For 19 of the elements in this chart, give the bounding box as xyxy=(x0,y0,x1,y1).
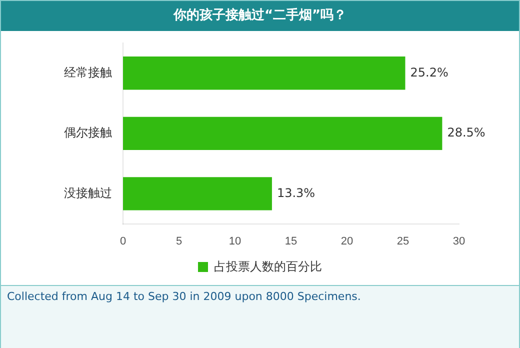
data-label: 25.2% xyxy=(410,65,448,80)
legend-label: 占投票人数的百分比 xyxy=(214,259,322,274)
x-tick-label: 0 xyxy=(120,235,126,248)
y-tick-label: 没接触过 xyxy=(64,186,112,200)
x-tick-label: 25 xyxy=(396,235,410,248)
text: Collected from Aug 14 to Sep 30 in 2009 upon 8000 Specimens. xyxy=(7,290,362,303)
y-tick-label: 偶尔接触 xyxy=(64,126,112,140)
bar xyxy=(123,177,272,210)
data-label: 28.5% xyxy=(447,126,486,140)
chart-title: 你的孩子接触过“二手烟”吗？ xyxy=(1,1,519,31)
x-tick-label: 30 xyxy=(452,235,466,248)
x-tick-label: 20 xyxy=(340,235,354,248)
x-tick-label: 5 xyxy=(176,235,182,248)
x-tick-label: 10 xyxy=(228,235,242,248)
bar xyxy=(123,116,442,150)
y-tick-label: 经常接触 xyxy=(64,65,112,80)
bar xyxy=(123,56,406,90)
data-label: 13.3% xyxy=(276,186,316,200)
x-tick-label: 15 xyxy=(284,235,298,248)
